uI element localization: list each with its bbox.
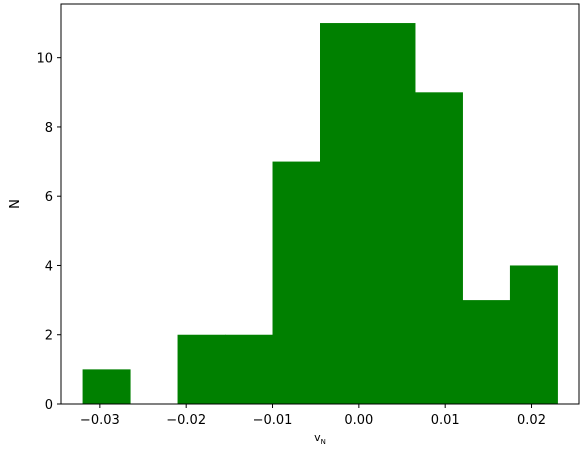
y-tick-label: 8 bbox=[45, 121, 53, 136]
histogram-bar bbox=[82, 369, 131, 404]
histogram-bar bbox=[272, 161, 321, 404]
histogram-bar bbox=[225, 334, 274, 404]
histogram-bar bbox=[367, 23, 416, 405]
x-tick-label: 0.00 bbox=[344, 413, 373, 428]
x-axis-label-main: v bbox=[314, 431, 321, 444]
y-axis-label: N bbox=[8, 199, 23, 209]
x-tick-label: −0.03 bbox=[80, 413, 120, 428]
x-tick-label: −0.01 bbox=[253, 413, 293, 428]
histogram-bar bbox=[462, 300, 511, 404]
x-tick-label: 0.02 bbox=[517, 413, 546, 428]
x-axis-ticks: −0.03 −0.02 −0.01 0.00 0.01 0.02 bbox=[80, 404, 546, 428]
y-tick-label: 2 bbox=[45, 329, 53, 344]
x-tick-label: 0.01 bbox=[431, 413, 460, 428]
y-axis-ticks: 0 2 4 6 8 10 bbox=[36, 52, 61, 413]
x-axis-label: vN bbox=[314, 431, 326, 446]
plot-frame bbox=[60, 3, 580, 405]
bars-group bbox=[82, 23, 558, 405]
y-tick-label: 10 bbox=[36, 52, 53, 67]
histogram-bar bbox=[414, 92, 463, 404]
y-tick-label: 0 bbox=[45, 398, 53, 413]
y-tick-label: 6 bbox=[45, 190, 53, 205]
x-tick-label: −0.02 bbox=[166, 413, 206, 428]
histogram-bar bbox=[509, 265, 558, 404]
y-tick-label: 4 bbox=[45, 259, 53, 274]
x-axis-label-subscript: N bbox=[321, 438, 326, 446]
histogram-bar bbox=[177, 334, 226, 404]
histogram-bar bbox=[320, 23, 368, 405]
